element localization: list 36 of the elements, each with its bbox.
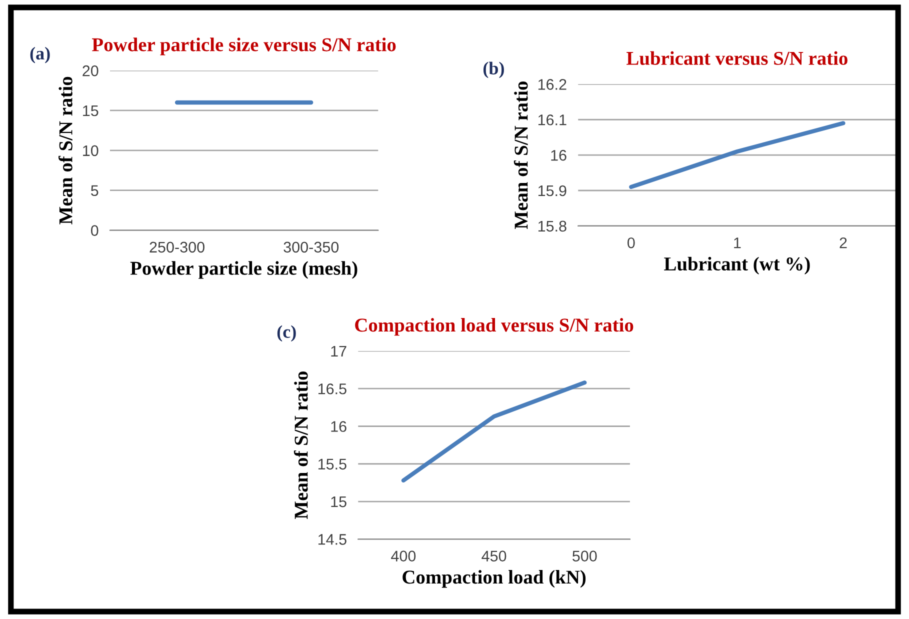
x-tick-label: 500 bbox=[572, 550, 597, 562]
text: (a) bbox=[30, 46, 50, 64]
chart-title: Powder particle size versus S/N ratio bbox=[92, 38, 396, 56]
y-tick-label: 20 bbox=[82, 65, 98, 76]
y-tick-label: 16.1 bbox=[538, 114, 566, 126]
y-tick-label: 15.9 bbox=[538, 185, 566, 196]
y-tick-label: 15 bbox=[331, 496, 346, 508]
y-tick-label: 15.5 bbox=[318, 458, 346, 470]
y-tick-label: 0 bbox=[90, 225, 98, 236]
y-tick-label: 10 bbox=[83, 145, 98, 156]
y-tick-label: 16 bbox=[551, 150, 566, 161]
x-axis-title: Lubricant (wt %) bbox=[664, 256, 810, 274]
chart-title: Lubricant versus S/N ratio bbox=[626, 51, 848, 65]
y-tick-label: 16.2 bbox=[538, 79, 566, 90]
y-tick-label: 16.5 bbox=[318, 383, 346, 394]
x-axis-title: Powder particle size (mesh) bbox=[130, 261, 358, 279]
x-tick-label: 2 bbox=[840, 237, 847, 248]
chart-title: Compaction load versus S/N ratio bbox=[355, 318, 634, 336]
y-axis-title: Mean of S/N ratio bbox=[514, 82, 528, 229]
y-tick-label: 17 bbox=[331, 346, 346, 357]
text: (c) bbox=[277, 325, 296, 342]
x-axis-title: Compaction load (kN) bbox=[402, 570, 586, 588]
y-tick-label: 15.8 bbox=[538, 220, 566, 232]
x-tick-label: 0 bbox=[628, 237, 635, 248]
x-tick-label: 450 bbox=[482, 550, 506, 562]
y-tick-label: 14.5 bbox=[318, 534, 346, 545]
y-axis-title: Mean of S/N ratio bbox=[58, 76, 72, 224]
x-tick-label: 1 bbox=[734, 238, 741, 248]
y-tick-label: 5 bbox=[90, 185, 98, 196]
y-tick-label: 15 bbox=[83, 106, 98, 116]
x-tick-label: 250-300 bbox=[150, 242, 204, 253]
x-tick-label: 300-350 bbox=[284, 242, 339, 253]
y-tick-label: 16 bbox=[331, 421, 346, 432]
x-tick-label: 400 bbox=[391, 550, 416, 562]
y-axis-title: Mean of S/N ratio bbox=[294, 372, 308, 519]
text: (b) bbox=[483, 62, 504, 78]
